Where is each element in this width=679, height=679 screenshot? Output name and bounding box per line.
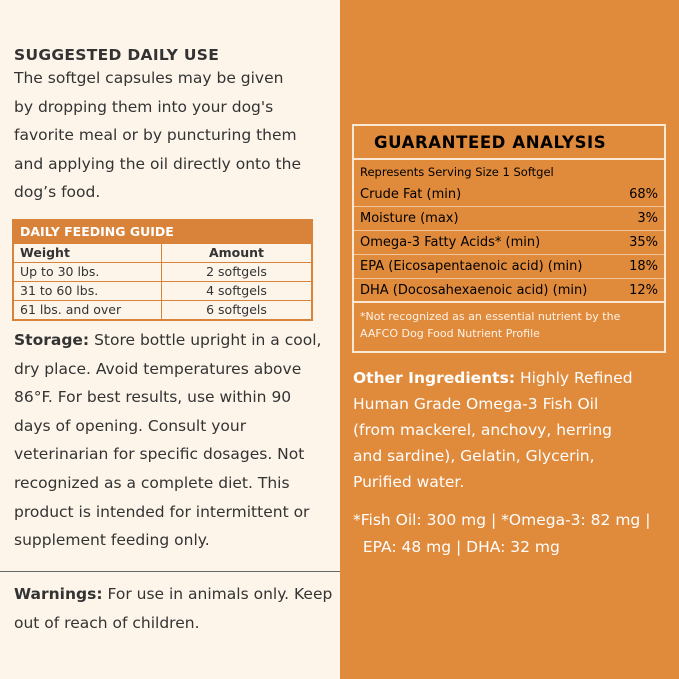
analysis-title: GUARANTEED ANALYSIS: [374, 133, 607, 152]
text-line: out of reach of children.: [14, 613, 200, 632]
ingredients-label: Other Ingredients:: [353, 369, 516, 387]
table-header-row: Weight Amount: [14, 243, 311, 262]
text-line: 86°F. For best results, use within 90: [14, 388, 292, 407]
text-line: Warnings: For use in animals only. Keep: [14, 580, 332, 609]
divider: [354, 158, 664, 160]
text-line: Human Grade Omega-3 Fish Oil: [353, 395, 599, 413]
nutrient-label: Moisture (max): [360, 211, 459, 226]
storage-label: Storage:: [14, 331, 90, 349]
text-line: supplement feeding only.: [14, 531, 210, 550]
text-line: dry place. Avoid temperatures above: [14, 359, 302, 378]
text-line: recognized as a complete diet. This: [14, 473, 290, 492]
warnings-label: Warnings:: [14, 585, 103, 603]
text-span: Highly Refined: [515, 369, 633, 387]
cell-weight: 31 to 60 lbs.: [14, 282, 162, 300]
table-row: 31 to 60 lbs. 4 softgels: [14, 281, 311, 300]
text-span: Store bottle upright in a cool,: [89, 331, 322, 349]
left-panel: SUGGESTED DAILY USE The softgel capsules…: [0, 0, 340, 679]
text-line: product is intended for intermittent or: [14, 502, 310, 521]
text-line: EPA: 48 mg | DHA: 32 mg: [353, 538, 560, 556]
storage-text: Storage: Store bottle upright in a cool,…: [14, 326, 321, 555]
text-line: Storage: Store bottle upright in a cool,: [14, 326, 321, 355]
feeding-guide-table: DAILY FEEDING GUIDE Weight Amount Up to 3…: [12, 219, 313, 321]
text-line: *Not recognized as an essential nutrient…: [360, 310, 621, 323]
nutrient-label: Crude Fat (min): [360, 187, 462, 202]
cell-amount: 6 softgels: [206, 302, 267, 317]
text-line: *Fish Oil: 300 mg | *Omega-3: 82 mg |: [353, 511, 651, 529]
nutrient-value: 18%: [629, 259, 658, 274]
text-line: by dropping them into your dog's: [14, 97, 274, 116]
analysis-row: DHA (Docosahexaenoic acid) (min) 12%: [354, 279, 664, 303]
dosage-footnote: *Fish Oil: 300 mg | *Omega-3: 82 mg | EP…: [353, 507, 650, 561]
analysis-row: Crude Fat (min) 68%: [354, 183, 664, 207]
nutrient-label: Omega-3 Fatty Acids* (min): [360, 235, 541, 250]
suggested-use-heading: SUGGESTED DAILY USE: [14, 46, 220, 64]
warnings-text: Warnings: For use in animals only. Keep …: [14, 580, 332, 637]
text-line: The softgel capsules may be given: [14, 69, 284, 87]
guaranteed-analysis-box: GUARANTEED ANALYSIS Represents Serving S…: [352, 124, 666, 353]
nutrient-value: 12%: [629, 283, 658, 298]
nutrient-value: 3%: [637, 211, 658, 226]
text-line: days of opening. Consult your: [14, 416, 247, 435]
cell-weight: Up to 30 lbs.: [14, 263, 162, 281]
header-weight: Weight: [14, 244, 162, 262]
analysis-row: EPA (Eicosapentaenoic acid) (min) 18%: [354, 255, 664, 279]
cell-weight: 61 lbs. and over: [14, 301, 162, 319]
text-line: and sardine), Gelatin, Glycerin,: [353, 447, 595, 465]
analysis-note: *Not recognized as an essential nutrient…: [354, 303, 664, 342]
text-span: For use in animals only. Keep: [102, 585, 333, 603]
table-row: Up to 30 lbs. 2 softgels: [14, 262, 311, 281]
serving-size: Represents Serving Size 1 Softgel: [360, 165, 554, 179]
cell-amount: 4 softgels: [206, 283, 267, 298]
text-line: (from mackerel, anchovy, herring: [353, 421, 613, 439]
analysis-row: Omega-3 Fatty Acids* (min) 35%: [354, 231, 664, 255]
analysis-row: Moisture (max) 3%: [354, 207, 664, 231]
text-line: Other Ingredients: Highly Refined: [353, 365, 633, 391]
cell-amount: 2 softgels: [206, 264, 267, 279]
nutrient-value: 68%: [629, 187, 658, 202]
other-ingredients: Other Ingredients: Highly Refined Human …: [353, 365, 633, 495]
text-line: AAFCO Dog Food Nutrient Profile: [360, 327, 540, 340]
nutrient-label: DHA (Docosahexaenoic acid) (min): [360, 283, 588, 298]
nutrient-value: 35%: [629, 235, 658, 250]
right-panel: [340, 0, 679, 679]
table-row: 61 lbs. and over 6 softgels: [14, 300, 311, 319]
divider: [0, 571, 340, 572]
text-line: dog’s food.: [14, 183, 101, 202]
text-line: Purified water.: [353, 473, 465, 491]
text-line: and applying the oil directly onto the: [14, 154, 301, 173]
text-line: veterinarian for specific dosages. Not: [14, 445, 305, 464]
header-amount: Amount: [208, 245, 265, 260]
table-title: DAILY FEEDING GUIDE: [14, 221, 311, 243]
text-line: favorite meal or by puncturing them: [14, 126, 297, 145]
nutrient-label: EPA (Eicosapentaenoic acid) (min): [360, 259, 583, 274]
intro-text: The softgel capsules may be given by dro…: [14, 64, 301, 207]
